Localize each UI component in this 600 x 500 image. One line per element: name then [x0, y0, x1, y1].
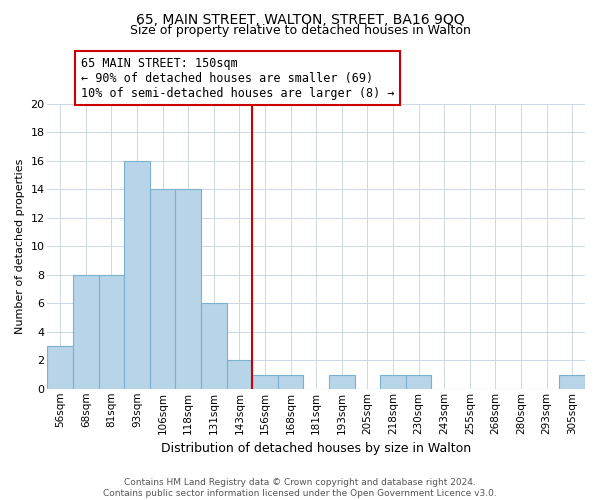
Y-axis label: Number of detached properties: Number of detached properties	[15, 158, 25, 334]
X-axis label: Distribution of detached houses by size in Walton: Distribution of detached houses by size …	[161, 442, 471, 455]
Bar	[329, 374, 355, 389]
Bar	[406, 374, 431, 389]
Bar	[201, 304, 227, 389]
Text: Contains HM Land Registry data © Crown copyright and database right 2024.
Contai: Contains HM Land Registry data © Crown c…	[103, 478, 497, 498]
Bar	[559, 374, 585, 389]
Bar	[175, 190, 201, 389]
Bar	[278, 374, 304, 389]
Text: Size of property relative to detached houses in Walton: Size of property relative to detached ho…	[130, 24, 470, 37]
Text: 65, MAIN STREET, WALTON, STREET, BA16 9QQ: 65, MAIN STREET, WALTON, STREET, BA16 9Q…	[136, 12, 464, 26]
Bar	[98, 275, 124, 389]
Bar	[124, 161, 150, 389]
Bar	[150, 190, 175, 389]
Text: 65 MAIN STREET: 150sqm
← 90% of detached houses are smaller (69)
10% of semi-det: 65 MAIN STREET: 150sqm ← 90% of detached…	[81, 56, 394, 100]
Bar	[47, 346, 73, 389]
Bar	[227, 360, 252, 389]
Bar	[252, 374, 278, 389]
Bar	[380, 374, 406, 389]
Bar	[73, 275, 98, 389]
